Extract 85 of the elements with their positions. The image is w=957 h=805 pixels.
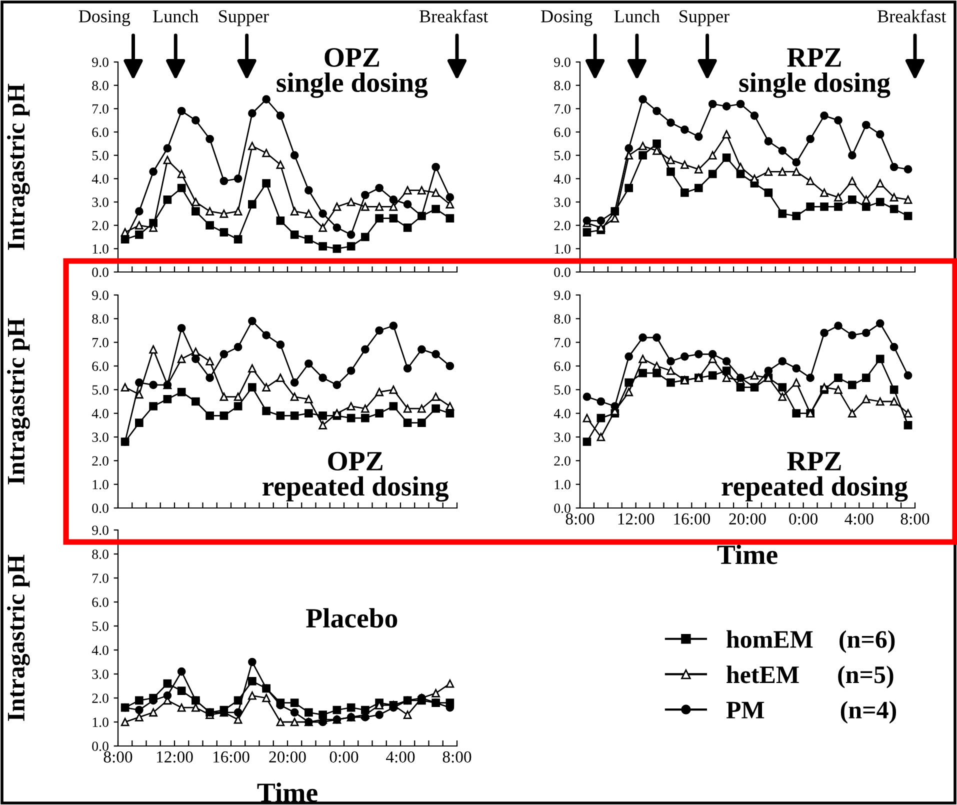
- y-tick-label: 5.0: [554, 150, 570, 160]
- y-tick-label: 3.0: [92, 670, 108, 680]
- y-tick-label: 2.0: [92, 456, 108, 466]
- y-axis-title: Intragastric pH: [6, 554, 30, 721]
- legend-label: hetEM (n=5): [726, 666, 894, 688]
- y-axis-title: Intragastric pH: [6, 318, 30, 484]
- text: RPZ repeated dosing: [722, 452, 908, 502]
- y-tick-label: 7.0: [554, 338, 570, 348]
- text: Dosing: [541, 10, 592, 26]
- legend-label: homEM (n=6): [726, 630, 895, 653]
- y-tick-label: 2.0: [554, 220, 570, 230]
- y-tick-label: 8.0: [92, 80, 108, 90]
- y-tick-label: 1.0: [92, 244, 108, 254]
- text: OPZ repeated dosing: [262, 452, 449, 502]
- y-tick-label: 1.0: [554, 480, 570, 490]
- x-tick-label: 8:00: [566, 513, 594, 525]
- y-tick-label: 6.0: [92, 128, 108, 138]
- legend-label: PM (n=4): [726, 700, 896, 724]
- y-tick-label: 3.0: [92, 432, 108, 442]
- y-tick-label: 3.0: [554, 432, 570, 442]
- y-tick-label: 4.0: [554, 174, 570, 184]
- y-tick-label: 2.0: [92, 220, 108, 230]
- text: Breakfast: [420, 10, 488, 22]
- chart-title: RPZ single dosing: [739, 48, 890, 98]
- y-tick-label: 8.0: [554, 314, 570, 324]
- y-tick-label: 0.0: [92, 268, 108, 278]
- y-tick-label: 6.0: [554, 128, 570, 138]
- x-tick-label: 12:00: [156, 751, 193, 763]
- y-tick-label: 8.0: [92, 550, 108, 560]
- x-tick-label: 8:00: [900, 513, 930, 525]
- text: Lunch: [153, 10, 198, 22]
- x-axis-title: Time: [257, 782, 318, 802]
- y-tick-label: 4.0: [92, 174, 108, 184]
- y-tick-label: 3.0: [92, 198, 108, 208]
- x-tick-label: 4:00: [386, 751, 415, 763]
- y-tick-label: 5.0: [92, 150, 108, 160]
- x-tick-label: 20:00: [729, 513, 766, 525]
- x-tick-label: 0:00: [789, 513, 818, 525]
- y-tick-label: 0.0: [92, 742, 108, 752]
- y-tick-label: 2.0: [554, 456, 570, 466]
- x-axis-title: Time: [717, 544, 778, 564]
- y-tick-label: 3.0: [554, 198, 570, 208]
- y-tick-label: 4.0: [554, 408, 570, 418]
- text: Breakfast: [878, 10, 946, 22]
- text: Placebo: [306, 608, 398, 628]
- y-tick-label: 0.0: [554, 268, 570, 278]
- x-tick-label: 16:00: [674, 513, 710, 525]
- y-tick-label: 0.0: [92, 504, 108, 514]
- y-tick-label: 9.0: [92, 290, 108, 300]
- y-axis-title: Intragastric pH: [6, 84, 30, 250]
- x-tick-label: 16:00: [213, 751, 250, 763]
- y-tick-label: 5.0: [554, 385, 570, 395]
- y-tick-label: 4.0: [92, 408, 108, 418]
- y-tick-label: 8.0: [554, 80, 570, 90]
- x-tick-label: 4:00: [844, 513, 874, 525]
- y-tick-label: 1.0: [92, 718, 108, 728]
- y-tick-label: 7.0: [554, 104, 570, 114]
- y-tick-label: 0.0: [554, 504, 570, 514]
- text: Dosing: [78, 10, 130, 26]
- y-tick-label: 9.0: [92, 526, 108, 536]
- text: Supper: [219, 10, 269, 26]
- y-tick-label: 7.0: [92, 104, 108, 114]
- text: Lunch: [614, 10, 660, 22]
- chart-title: OPZ single dosing: [276, 48, 428, 98]
- y-tick-label: 6.0: [92, 598, 108, 608]
- y-tick-label: 5.0: [92, 385, 108, 395]
- y-tick-label: 9.0: [554, 58, 570, 68]
- y-tick-label: 1.0: [554, 244, 570, 254]
- x-tick-label: 8:00: [104, 751, 132, 763]
- y-tick-label: 9.0: [554, 290, 570, 300]
- text: Supper: [680, 10, 730, 26]
- y-tick-label: 7.0: [92, 338, 108, 348]
- y-tick-label: 9.0: [92, 58, 108, 68]
- y-tick-label: 6.0: [92, 362, 108, 372]
- x-tick-label: 0:00: [330, 751, 358, 763]
- x-tick-label: 12:00: [618, 513, 654, 525]
- y-tick-label: 8.0: [92, 314, 108, 324]
- y-tick-label: 6.0: [554, 362, 570, 372]
- y-tick-label: 5.0: [92, 622, 108, 632]
- x-tick-label: 20:00: [269, 751, 306, 763]
- y-tick-label: 2.0: [92, 694, 108, 704]
- y-tick-label: 4.0: [92, 646, 108, 656]
- y-tick-label: 1.0: [92, 480, 108, 490]
- y-tick-label: 7.0: [92, 574, 108, 584]
- x-tick-label: 8:00: [442, 751, 472, 763]
